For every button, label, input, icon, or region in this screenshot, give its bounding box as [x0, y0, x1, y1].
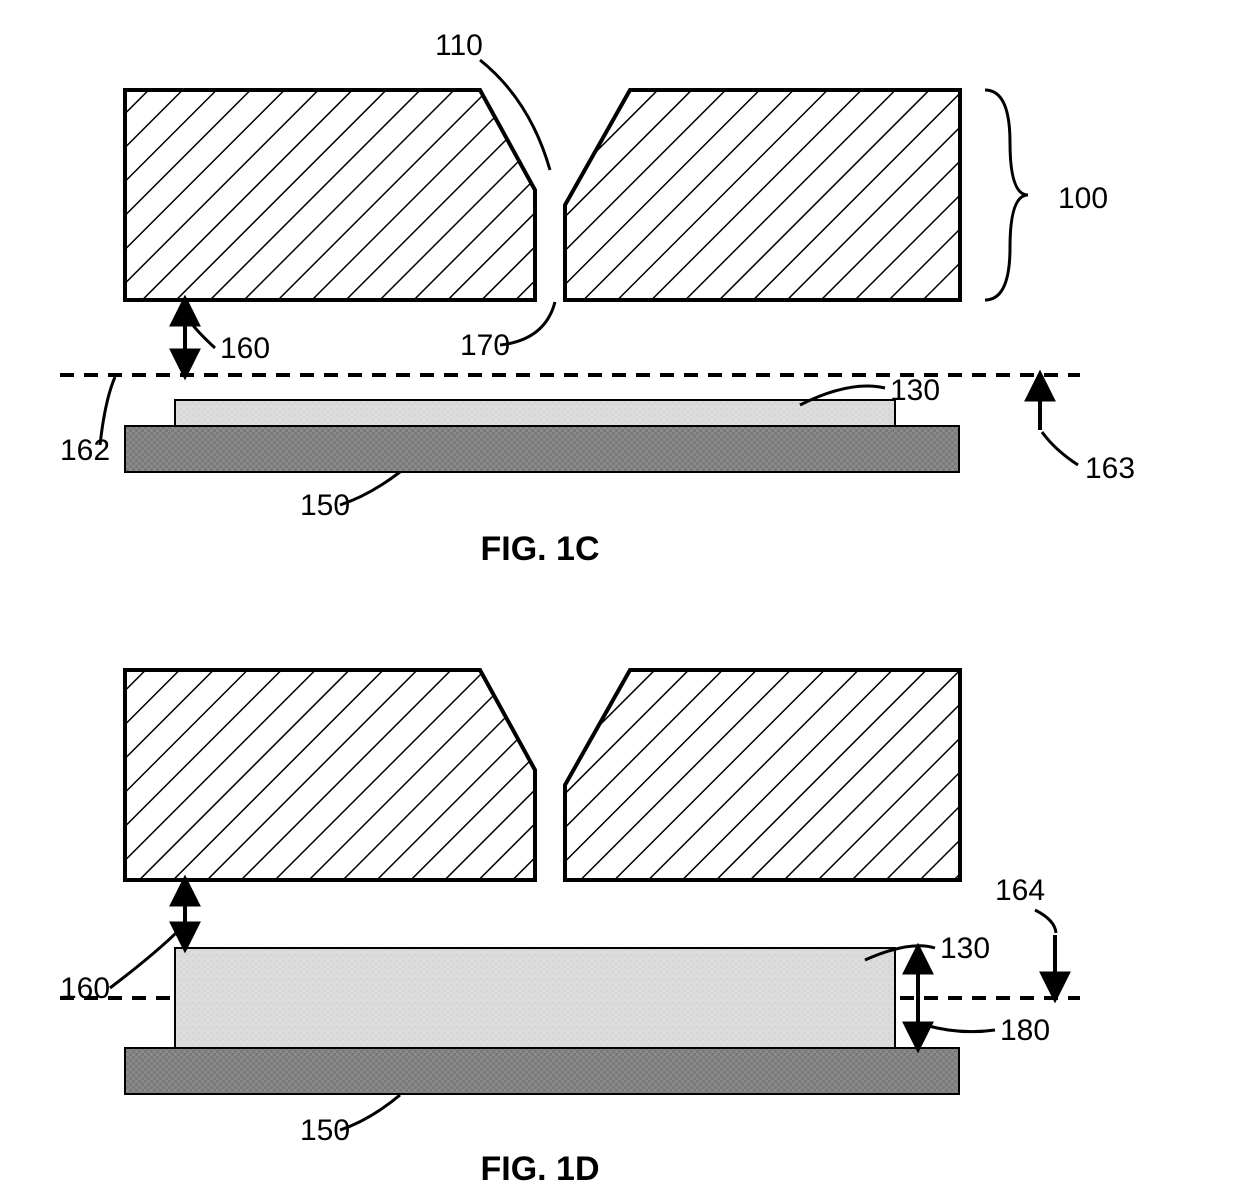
nozzle-right: [565, 670, 960, 880]
figure-caption: FIG. 1D: [480, 1150, 599, 1188]
figure-1d: 130150160164180FIG. 1D: [60, 670, 1080, 1188]
layer-150: [125, 1048, 959, 1094]
ref-label-163: 163: [1085, 452, 1135, 485]
layer-130: [175, 948, 895, 1048]
layer-130: [175, 400, 895, 426]
figure-caption: FIG. 1C: [480, 530, 599, 568]
ref-label-100: 100: [1058, 182, 1108, 215]
nozzle-right: [565, 90, 960, 300]
ref-label-110: 110: [435, 29, 483, 62]
ref-label-180: 180: [1000, 1014, 1050, 1047]
nozzle-left: [125, 90, 535, 300]
ref-label-130: 130: [890, 374, 940, 407]
figure-1c: 100110130150160162163170FIG. 1C: [60, 29, 1135, 568]
ref-label-130: 130: [940, 932, 990, 965]
diagram-canvas: 100110130150160162163170FIG. 1C 13015016…: [0, 0, 1240, 1190]
layer-150: [125, 426, 959, 472]
ref-label-160: 160: [220, 332, 270, 365]
ref-label-162: 162: [60, 434, 110, 467]
ref-label-164: 164: [995, 874, 1045, 907]
ref-label-160: 160: [60, 972, 110, 1005]
nozzle-left: [125, 670, 535, 880]
